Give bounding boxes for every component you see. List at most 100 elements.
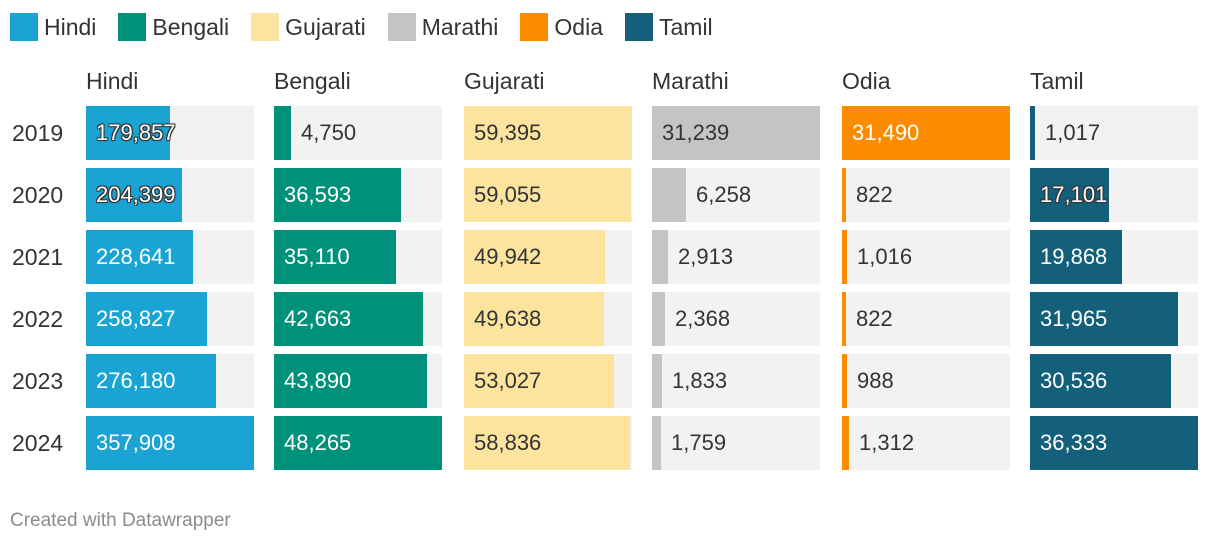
- legend-swatch: [625, 13, 653, 41]
- bar-track: 2,368: [652, 292, 820, 346]
- value-label: 1,016: [857, 244, 913, 269]
- legend-swatch: [251, 13, 280, 41]
- legend-label: Gujarati: [285, 13, 366, 40]
- value-label: 59,055: [474, 182, 542, 207]
- column-header-odia: Odia: [842, 68, 891, 94]
- bar-track: 59,055: [464, 168, 632, 222]
- legend-item-gujarati: Gujarati: [251, 13, 366, 41]
- value-label: 822: [856, 306, 893, 331]
- legend-label: Hindi: [44, 13, 97, 40]
- bar-hindi-2019: [86, 106, 170, 160]
- bar-track: 35,110: [274, 230, 442, 284]
- bar-gujarati-2024: [464, 416, 630, 470]
- bar-odia-2019: [842, 106, 1010, 160]
- bar-tamil-2021: [1030, 230, 1122, 284]
- bar-bengali-2024: [274, 416, 442, 470]
- legend-swatch: [118, 13, 147, 41]
- bar-track: 822: [842, 168, 1010, 222]
- bar-track: 30,536: [1030, 354, 1198, 408]
- bar-track: 204,399: [86, 168, 254, 222]
- bar-tamil-2019: [1030, 106, 1035, 160]
- bar-hindi-2021: [86, 230, 193, 284]
- bar-track: 1,759: [652, 416, 820, 470]
- bar-gujarati-2021: [464, 230, 605, 284]
- value-label: 31,965: [1040, 306, 1108, 331]
- column-header-hindi: Hindi: [86, 68, 139, 94]
- bar-marathi-2021: [652, 230, 668, 284]
- bar-track: 58,836: [464, 416, 632, 470]
- bar-track: 49,638: [464, 292, 632, 346]
- bar-gujarati-2023: [464, 354, 614, 408]
- value-label: 36,333: [1040, 430, 1108, 455]
- bar-track: 31,965: [1030, 292, 1198, 346]
- bar-track: 1,312: [842, 416, 1010, 470]
- bar-track: 53,027: [464, 354, 632, 408]
- bar-bengali-2019: [274, 106, 291, 160]
- bar-gujarati-2019: [464, 106, 632, 160]
- bar-gujarati-2022: [464, 292, 604, 346]
- bar-bengali-2021: [274, 230, 396, 284]
- bar-track: 4,750: [274, 106, 442, 160]
- column-header-tamil: Tamil: [1030, 68, 1084, 94]
- value-label: 48,265: [284, 430, 352, 455]
- legend-label: Marathi: [421, 13, 499, 40]
- bar-track: 31,239: [652, 106, 820, 160]
- legend-item-hindi: Hindi: [10, 13, 96, 41]
- column-header-bengali: Bengali: [274, 68, 351, 94]
- bar-odia-2024: [842, 416, 849, 470]
- column-header-gujarati: Gujarati: [464, 68, 545, 94]
- value-label: 49,942: [474, 244, 542, 269]
- bar-odia-2023: [842, 354, 847, 408]
- legend-item-odia: Odia: [520, 13, 603, 41]
- bar-odia-2022: [842, 292, 846, 346]
- bar-tamil-2023: [1030, 354, 1171, 408]
- bar-track: 43,890: [274, 354, 442, 408]
- legend-label: Tamil: [659, 13, 713, 40]
- bar-odia-2021: [842, 230, 847, 284]
- legend: Hindi Bengali Gujarati Marathi Odia Tamil: [10, 12, 735, 42]
- bar-track: 1,017: [1030, 106, 1198, 160]
- bar-marathi-2019: [652, 106, 820, 160]
- bar-marathi-2020: [652, 168, 686, 222]
- row-label-2024: 2024: [12, 430, 64, 456]
- value-label: 6,258: [696, 182, 752, 207]
- value-label: 19,868: [1040, 244, 1108, 269]
- legend-swatch: [10, 13, 38, 41]
- value-label: 42,663: [284, 306, 352, 331]
- row-label-2022: 2022: [12, 306, 64, 332]
- bar-track: 822: [842, 292, 1010, 346]
- value-label: 1,312: [859, 430, 915, 455]
- bar-track: 258,827: [86, 292, 254, 346]
- value-label: 822: [856, 182, 893, 207]
- value-label: 30,536: [1040, 368, 1108, 393]
- bar-track: 17,101: [1030, 168, 1198, 222]
- legend-item-bengali: Bengali: [118, 13, 229, 41]
- bar-track: 31,490: [842, 106, 1010, 160]
- bar-tamil-2020: [1030, 168, 1109, 222]
- bar-track: 36,333: [1030, 416, 1198, 470]
- value-label: 35,110: [284, 244, 350, 269]
- value-label: 1,017: [1045, 120, 1101, 145]
- value-label: 31,239: [662, 120, 730, 145]
- bar-track: 179,857: [86, 106, 254, 160]
- row-label-2019: 2019: [12, 120, 64, 146]
- value-label: 204,399: [96, 182, 176, 207]
- legend-swatch: [387, 13, 416, 41]
- bar-track: 988: [842, 354, 1010, 408]
- bar-track: 1,016: [842, 230, 1010, 284]
- row-label-2023: 2023: [12, 368, 64, 394]
- value-label: 1,833: [672, 368, 728, 393]
- value-label: 228,641: [96, 244, 176, 269]
- bar-track: 48,265: [274, 416, 442, 470]
- bar-hindi-2022: [86, 292, 207, 346]
- value-label: 31,490: [852, 120, 920, 145]
- value-label: 258,827: [96, 306, 176, 331]
- legend-swatch: [520, 13, 549, 41]
- bar-gujarati-2020: [464, 168, 631, 222]
- legend-item-tamil: Tamil: [625, 13, 713, 41]
- value-label: 2,368: [675, 306, 731, 331]
- bar-track: 1,833: [652, 354, 820, 408]
- bar-bengali-2020: [274, 168, 401, 222]
- bar-track: 357,908: [86, 416, 254, 470]
- value-label: 276,180: [96, 368, 176, 393]
